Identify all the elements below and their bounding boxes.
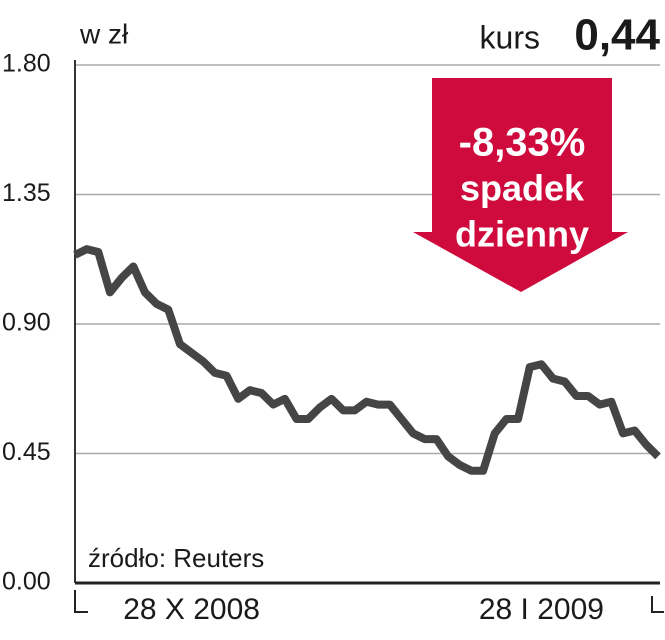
price-label: kurs — [480, 19, 540, 55]
callout-text: -8,33% — [459, 121, 586, 165]
y-tick-label: 1.80 — [2, 50, 51, 78]
x-bracket — [74, 590, 664, 613]
callout-arrow — [413, 78, 628, 292]
callout: -8,33%spadek dzienny — [413, 78, 628, 292]
callout-text: dzienny — [455, 214, 589, 255]
chart-title: w zł — [79, 18, 129, 49]
y-tick-label: 1.35 — [2, 179, 51, 207]
y-tick-label: 0.90 — [2, 309, 51, 337]
x-tick-label: 28 I 2009 — [479, 593, 604, 626]
x-tick-label: 28 X 2008 — [123, 593, 260, 626]
callout-text: spadek — [460, 168, 585, 209]
price-value: 0,44 — [574, 11, 660, 60]
source: źródło: Reuters — [88, 543, 264, 573]
y-tick-label: 0.00 — [2, 568, 51, 596]
data-line — [73, 245, 661, 475]
y-tick-label: 0.45 — [2, 438, 51, 466]
